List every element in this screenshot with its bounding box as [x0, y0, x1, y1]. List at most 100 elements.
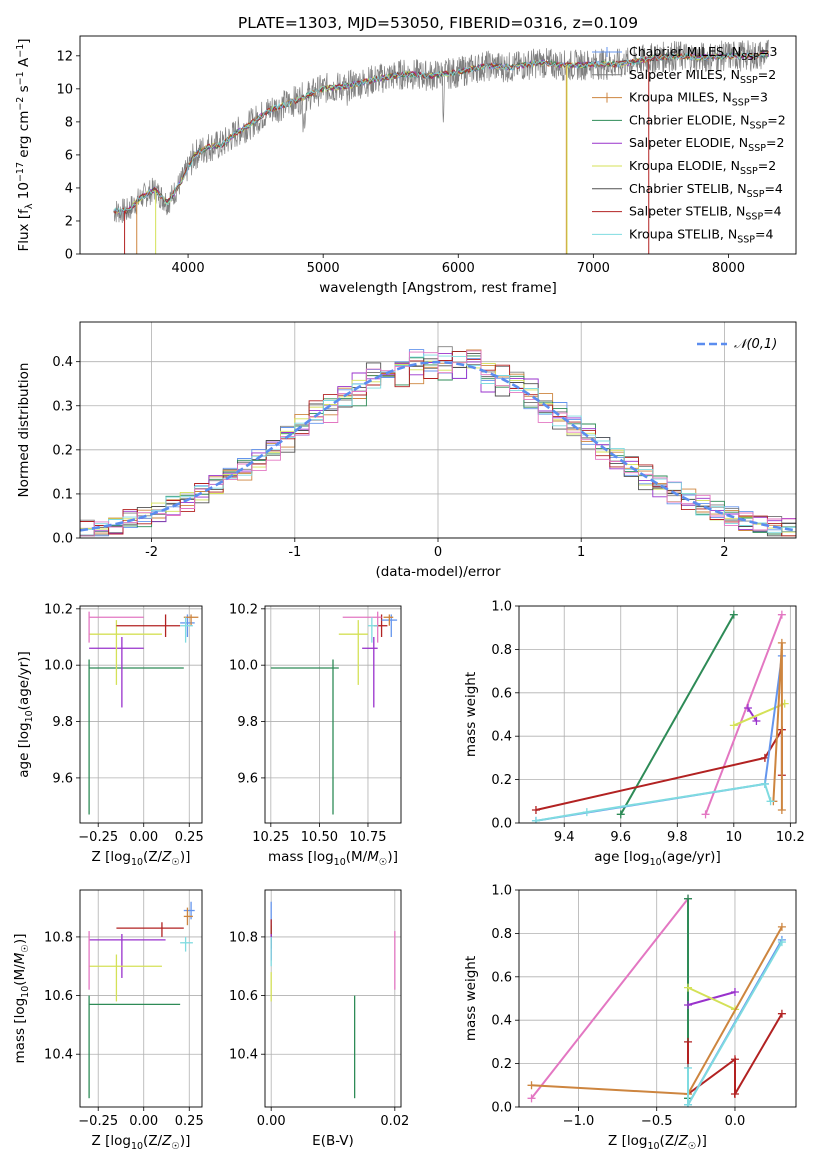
label-part: 10	[20, 986, 31, 998]
label-part: )]	[180, 1133, 191, 1149]
legend-label: Salpeter MILES, NSSP=2	[629, 67, 776, 86]
x-tick-label: -1	[288, 545, 301, 560]
plot-area-weight_vs_age	[519, 606, 796, 823]
legend-label: Salpeter STELIB, NSSP=4	[629, 204, 782, 223]
weight-point	[766, 797, 775, 806]
label-part: 10	[131, 1141, 143, 1152]
label-part: s	[16, 85, 32, 96]
label-part: (age/yr)]	[662, 849, 721, 865]
label-part: )]	[12, 934, 28, 945]
x-tick-label: 10	[726, 830, 743, 845]
axes-frame	[518, 605, 797, 824]
x-tick-label: 0.02	[380, 1114, 409, 1129]
label-part: )]	[696, 1133, 707, 1149]
weight-line	[704, 614, 783, 815]
label-part: (age/yr)]	[16, 651, 32, 710]
y-tick-label: 8	[65, 115, 73, 130]
weight-point	[777, 638, 786, 647]
x-tick-label: 0.00	[129, 1114, 158, 1129]
plot-area-weight_vs_Z	[519, 890, 796, 1107]
legend-label: Chabrier MILES, NSSP=3	[629, 44, 777, 63]
label-part: Salpeter STELIB, N	[629, 204, 745, 219]
x-tick-label: 9.8	[667, 830, 688, 845]
weight-point	[743, 703, 752, 712]
label-part: =4	[763, 204, 781, 219]
x-tick-label: -2	[145, 545, 158, 560]
y-tick-label: 0.2	[491, 773, 512, 788]
weight-point	[527, 1094, 536, 1103]
y-tick-label: 10	[56, 82, 73, 97]
weight-point	[684, 983, 693, 992]
label-part: mass weight	[463, 672, 479, 757]
label-part: Chabrier STELIB, N	[629, 181, 747, 196]
legend-label: 𝒩(0,1)	[734, 337, 777, 352]
label-part: ]	[16, 38, 32, 43]
weight-point	[701, 810, 710, 819]
y-tick-label: 0.2	[491, 1057, 512, 1072]
label-part: )]	[387, 849, 398, 865]
axes-frame	[264, 889, 402, 1108]
label-part: wavelength [Angstrom, rest frame]	[319, 280, 557, 296]
weight-point	[684, 894, 693, 903]
y-tick-label: 10.6	[229, 989, 258, 1004]
x-axis-label: Z [log10(Z/Z☉)]	[92, 1133, 191, 1152]
weight-point	[777, 610, 786, 619]
label-part: log	[12, 998, 28, 1019]
label-part: SSP	[741, 52, 759, 63]
y-tick-label: 9.8	[237, 715, 258, 730]
x-tick-label: 10.25	[252, 830, 289, 845]
weight-line	[530, 898, 689, 1099]
label-part: −1	[15, 71, 26, 85]
label-part: 10	[647, 1141, 659, 1152]
weight-point	[729, 610, 738, 619]
axes-age_vs_Z: −0.25 0.00 0.259.69.810.010.2Z [log10(Z/Z☉…	[16, 602, 204, 868]
label-part: =2	[758, 67, 776, 82]
model-spectrum-line	[113, 51, 770, 215]
label-part: −17	[15, 162, 26, 182]
y-tick-label: 1.0	[491, 600, 512, 615]
weight-point	[777, 805, 786, 814]
label-part: (Z/	[660, 1133, 680, 1149]
weight-point	[730, 987, 739, 996]
x-tick-label: 1	[577, 545, 585, 560]
x-tick-label: 8000	[712, 261, 745, 276]
y-tick-label: 0.3	[52, 399, 73, 414]
weight-point	[684, 1063, 693, 1072]
y-tick-label: 2	[65, 214, 73, 229]
weight-point	[760, 779, 769, 788]
legend-label: Chabrier ELODIE, NSSP=2	[629, 112, 786, 131]
legend-label: Chabrier STELIB, NSSP=4	[629, 181, 783, 200]
label-part: age [	[594, 849, 629, 865]
y-tick-label: 0.0	[491, 1101, 512, 1116]
axes-age_vs_mass: 10.25 10.50 10.75 9.6 9.8 10.0 10.2 mass [log10…	[229, 602, 402, 868]
axes-frame	[264, 605, 402, 824]
weight-point	[616, 810, 625, 819]
y-tick-label: 10.0	[229, 659, 258, 674]
weight-line	[687, 986, 736, 1011]
axes-frame	[79, 321, 797, 539]
label-part: E(B-V)	[312, 1133, 354, 1149]
y-tick-label: 0.1	[52, 487, 73, 502]
x-tick-label: 6000	[442, 261, 475, 276]
label-part: (Z/	[143, 1133, 163, 1149]
y-tick-label: 0.4	[52, 355, 73, 370]
label-part: mass [	[12, 1018, 28, 1063]
weight-point	[684, 1001, 693, 1010]
label-part: −1	[15, 44, 26, 58]
label-part: (M/	[12, 964, 28, 986]
weight-point	[777, 922, 786, 931]
label-part: ☉	[20, 944, 31, 953]
x-tick-label: 9.6	[610, 830, 631, 845]
y-tick-label: 9.8	[52, 715, 73, 730]
weight-point	[777, 938, 786, 947]
y-axis-label: mass weight	[463, 956, 479, 1041]
legend-label: Kroupa ELODIE, NSSP=2	[629, 158, 776, 177]
x-tick-label: 0.00	[129, 830, 158, 845]
x-tick-label: 9.4	[554, 830, 575, 845]
weight-line	[535, 726, 783, 811]
label-part: 10	[24, 710, 35, 722]
label-part: =2	[766, 135, 784, 150]
x-axis-label: (data-model)/error	[375, 564, 501, 580]
label-part: erg cm	[16, 111, 32, 162]
